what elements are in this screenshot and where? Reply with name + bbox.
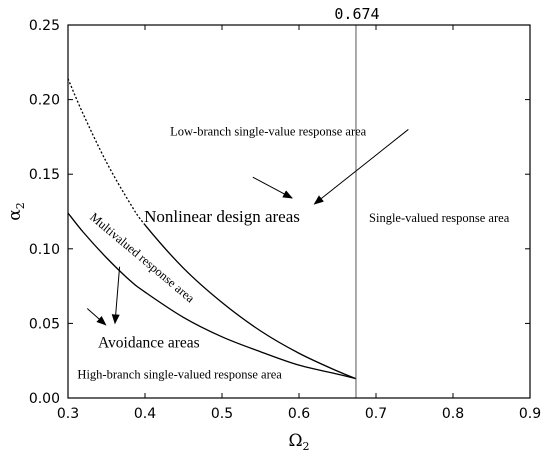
annotation-layer: Low-branch single-value response area Non… (77, 124, 509, 381)
y-tick-label: 0.05 (29, 316, 60, 332)
x-tick-label: 0.9 (519, 406, 541, 422)
x-tick-label: 0.5 (211, 406, 233, 422)
x-tick-label: 0.4 (134, 406, 156, 422)
y-tick-label: 0.00 (29, 391, 60, 407)
y-tick-label: 0.25 (29, 18, 60, 34)
ticks-layer: 0.3 0.4 0.5 0.6 0.7 0.8 0.9 0.00 0.05 0.10 0.15 0.2… (29, 18, 541, 422)
annotation-text: Avoidance areas (98, 334, 200, 351)
x-axis-label-sub: 2 (303, 440, 310, 453)
annotation-arrow (86, 308, 107, 326)
series-layer (67, 78, 357, 380)
vertical-line-label: 0.674 (334, 5, 379, 23)
x-tick-label: 0.6 (288, 406, 310, 422)
series-line-1-solid (145, 223, 357, 380)
x-tick-label: 0.8 (442, 406, 464, 422)
annotation-text: Low-branch single-value response area (170, 124, 367, 138)
y-axis-label-main: α (5, 209, 25, 221)
plot-frame (67, 24, 531, 399)
x-axis-label: Ω2 (288, 431, 309, 453)
series-line-2 (67, 212, 357, 380)
arrow-layer (86, 129, 409, 326)
annotation-arrow (252, 176, 293, 199)
y-axis-label-sub: 2 (14, 202, 27, 209)
series-line-1 (68, 78, 145, 226)
annotation-text: Single-valued response area (369, 211, 510, 225)
annotation-arrow (111, 266, 121, 325)
vertical-line-layer: 0.674 (334, 5, 380, 398)
annotation-text: Nonlinear design areas (144, 207, 300, 226)
y-tick-label: 0.15 (29, 167, 60, 183)
y-tick-label: 0.10 (29, 242, 60, 258)
y-axis-label: α2 (5, 202, 27, 220)
x-tick-label: 0.7 (365, 406, 387, 422)
x-axis-label-main: Ω (288, 431, 302, 451)
annotation-text: High-branch single-valued response area (77, 368, 282, 382)
annotation-arrow (313, 129, 409, 205)
y-tick-label: 0.20 (29, 93, 60, 109)
x-tick-label: 0.3 (57, 406, 79, 422)
